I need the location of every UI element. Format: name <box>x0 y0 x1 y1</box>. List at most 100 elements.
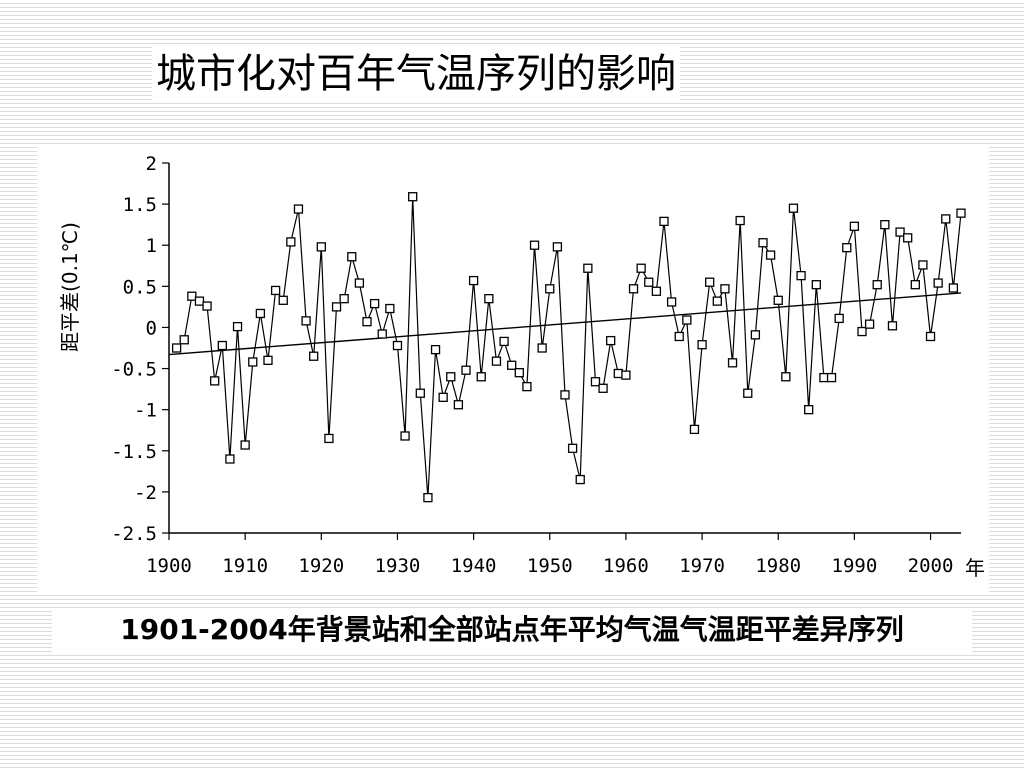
y-axis-title: 距平差(0.1℃) <box>58 222 82 352</box>
chart-panel: 2 1.5 1 0.5 0 -0.5 -1 -1.5 -2 -2.5 1900 1910 1920 193… <box>37 147 989 595</box>
data-point <box>773 295 783 305</box>
axes: 2 1.5 1 0.5 0 -0.5 -1 -1.5 -2 -2.5 1900 1910 1920 193… <box>111 153 961 577</box>
data-point <box>491 356 502 366</box>
x-tick-label: 1980 <box>755 555 801 577</box>
data-point <box>903 233 913 243</box>
data-point <box>217 340 227 351</box>
data-point <box>674 331 684 342</box>
data-point <box>636 263 646 273</box>
data-point <box>392 340 403 351</box>
data-point <box>423 492 433 503</box>
data-point <box>781 372 791 382</box>
data-point <box>278 295 288 305</box>
data-point <box>507 360 517 370</box>
x-tick-label: 1930 <box>375 555 421 577</box>
data-point <box>705 277 715 287</box>
x-tick-label: 1960 <box>603 555 649 577</box>
data-point <box>659 216 669 227</box>
data-point <box>887 321 898 331</box>
data-point <box>453 400 464 410</box>
data-point <box>948 283 959 293</box>
data-point <box>286 237 296 247</box>
data-point <box>461 365 471 375</box>
data-point <box>567 443 578 453</box>
data-point <box>750 330 761 340</box>
x-tick-label: 1900 <box>146 555 192 577</box>
data-point <box>895 227 905 237</box>
data-point <box>864 319 875 329</box>
data-point <box>796 270 806 281</box>
data-point <box>849 221 860 231</box>
data-point <box>735 215 745 226</box>
data-point <box>194 296 205 306</box>
data-point <box>202 301 212 311</box>
data-point <box>369 298 380 309</box>
data-point <box>529 240 540 250</box>
x-tick-label: 1950 <box>527 555 573 577</box>
data-point <box>316 242 326 252</box>
y-tick-label: -2.5 <box>111 523 157 545</box>
data-point <box>385 303 395 314</box>
data-point <box>171 343 182 353</box>
data-point <box>514 368 524 378</box>
data-point <box>552 242 563 252</box>
data-point <box>697 340 707 350</box>
trend-line <box>168 292 962 356</box>
data-point <box>468 275 479 286</box>
data-point <box>430 344 441 355</box>
data-point <box>545 284 555 294</box>
data-point <box>598 383 608 393</box>
data-point <box>240 440 250 450</box>
x-axis-title: 年 <box>965 556 985 580</box>
data-point <box>210 376 220 386</box>
temperature-anomaly-chart: 2 1.5 1 0.5 0 -0.5 -1 -1.5 -2 -2.5 1900 1910 1920 193… <box>58 153 985 580</box>
data-point <box>522 381 532 392</box>
data-point <box>621 370 631 380</box>
data-point <box>842 243 852 253</box>
slide-title: 城市化对百年气温序列的影响 <box>152 46 680 102</box>
data-point <box>484 294 494 304</box>
data-point <box>179 335 189 345</box>
data-point <box>925 331 936 342</box>
data-point <box>956 208 966 218</box>
y-tick-label: 1 <box>146 235 157 257</box>
data-point <box>880 220 890 230</box>
y-tick-label: 2 <box>146 153 157 175</box>
data-point <box>918 260 928 270</box>
data-point <box>400 431 410 441</box>
data-point <box>362 317 372 327</box>
data-point <box>872 280 882 290</box>
data-point <box>743 388 753 398</box>
data-point <box>560 390 570 400</box>
data-point <box>293 204 304 214</box>
data-point <box>682 315 692 325</box>
data-point <box>689 424 700 435</box>
data-point <box>583 263 593 273</box>
x-tick-label: 1990 <box>832 555 878 577</box>
x-tick-label: 1910 <box>222 555 268 577</box>
y-tick-label: 0.5 <box>123 276 157 298</box>
data-point <box>765 250 776 260</box>
data-point <box>857 326 867 337</box>
data-point <box>826 372 837 383</box>
data-point <box>255 308 266 319</box>
data-point <box>804 405 814 415</box>
data-point <box>788 203 799 213</box>
data-point <box>819 372 829 383</box>
data-point <box>309 351 319 361</box>
data-point <box>438 392 448 402</box>
x-tick-label: 1920 <box>298 555 344 577</box>
y-tick-label: 0 <box>146 317 157 339</box>
chart-caption: 1901-2004年背景站和全部站点年平均气温气温距平差异序列 <box>52 608 972 652</box>
data-point <box>232 321 243 332</box>
y-tick-label: -0.5 <box>111 359 157 381</box>
x-tick-label: 1970 <box>679 555 725 577</box>
data-point <box>301 316 311 326</box>
data-point <box>499 336 509 347</box>
x-tick-label: 2000 <box>908 555 954 577</box>
data-point <box>628 284 639 294</box>
data-point <box>263 355 273 365</box>
data-point <box>415 388 425 398</box>
data-point <box>666 297 677 307</box>
data-point <box>910 280 920 290</box>
